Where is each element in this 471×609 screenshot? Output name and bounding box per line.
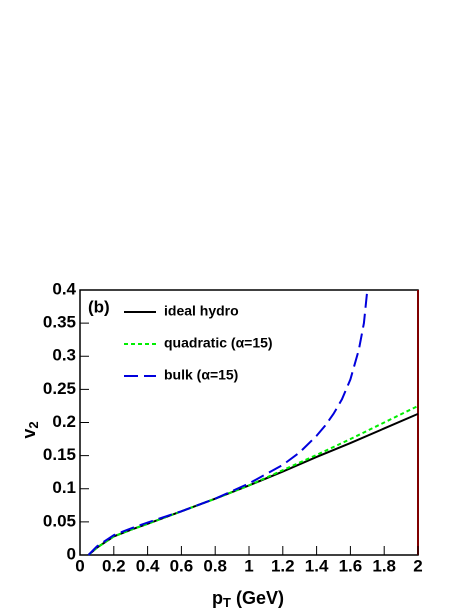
x-tick-label: 1	[244, 556, 253, 575]
y-axis-label: v2	[19, 421, 42, 438]
x-tick-label: 0.4	[136, 556, 160, 575]
legend-label: ideal hydro	[164, 303, 239, 319]
y-tick-label: 0.35	[43, 313, 76, 332]
y-tick-label: 0.3	[52, 346, 76, 365]
x-tick-label: 2	[413, 556, 422, 575]
series-line	[87, 412, 419, 556]
plot-frame	[79, 289, 419, 556]
x-tick-label: 1.4	[305, 556, 329, 575]
series-line	[87, 289, 369, 556]
y-tick-label: 0.2	[52, 412, 76, 431]
y-tick-label: 0.25	[43, 379, 76, 398]
legend-label: quadratic (α=15)	[164, 335, 273, 351]
panel-label: (b)	[88, 297, 110, 316]
x-tick-label: 0.2	[102, 556, 126, 575]
x-tick-label: 1.6	[339, 556, 363, 575]
y-tick-label: 0.1	[52, 478, 76, 497]
y-tick-label: 0.4	[52, 279, 76, 298]
x-tick-label: 1.2	[271, 556, 295, 575]
y-tick-label: 0.05	[43, 511, 76, 530]
x-tick-label: 0.6	[170, 556, 194, 575]
y-tick-label: 0.15	[43, 445, 76, 464]
x-tick-label: 1.8	[372, 556, 396, 575]
legend-label: bulk (α=15)	[164, 367, 238, 383]
x-tick-label: 0	[75, 556, 84, 575]
x-tick-label: 0.8	[203, 556, 227, 575]
series-line	[87, 405, 419, 556]
y-tick-label: 0	[67, 544, 76, 563]
x-axis-label: pT (GeV)	[212, 588, 284, 609]
